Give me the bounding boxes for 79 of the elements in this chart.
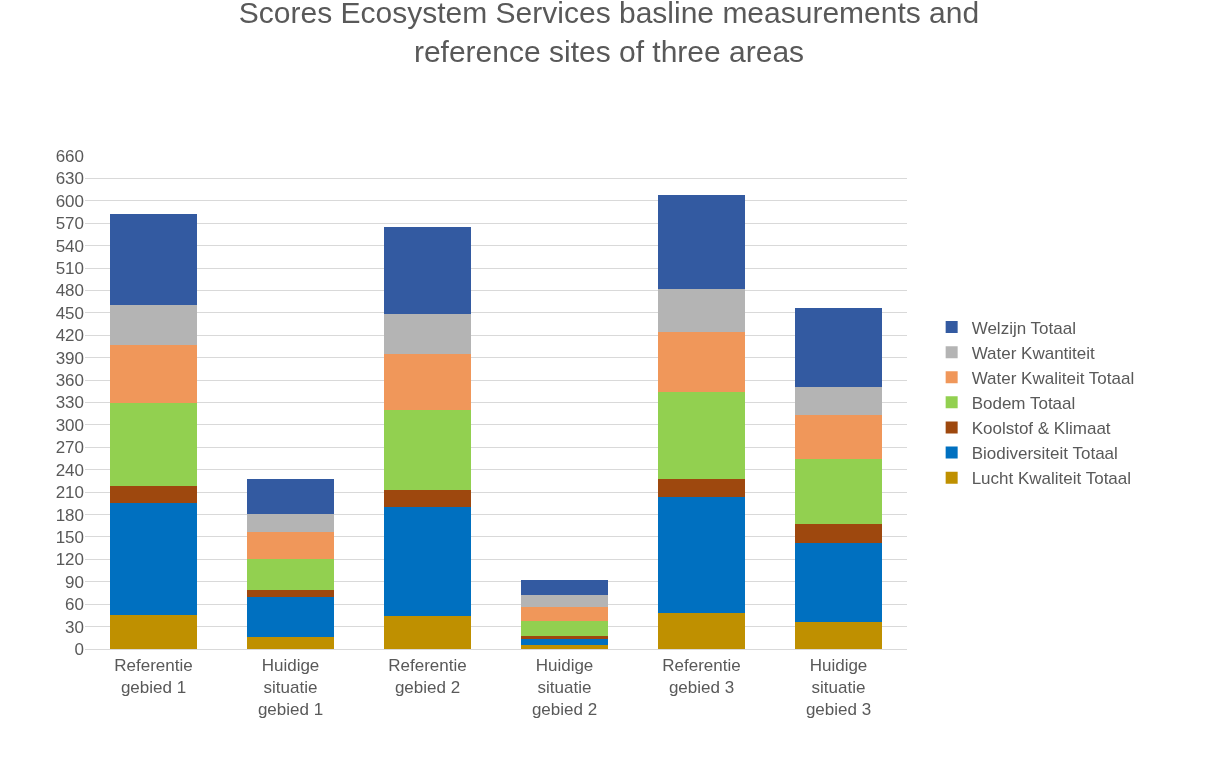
bar xyxy=(109,214,198,305)
y-tick-label: 360 xyxy=(55,371,84,391)
bar xyxy=(520,620,609,637)
bar xyxy=(794,415,883,459)
y-tick-label: 660 xyxy=(55,146,84,166)
y-tick-label: 630 xyxy=(55,169,84,189)
legend-label: Lucht Kwaliteit Totaal xyxy=(971,469,1132,489)
x-tick-label: Huidige situatie gebied 3 xyxy=(805,655,872,719)
bar xyxy=(109,503,198,616)
y-tick-label: 0 xyxy=(74,639,84,659)
bar xyxy=(383,489,472,508)
chart-title: Scores Ecosystem Services basline measurements and reference sites of three areas xyxy=(238,0,980,68)
bar xyxy=(246,479,335,514)
bar xyxy=(109,615,198,649)
y-tick-label: 570 xyxy=(55,214,84,234)
bar xyxy=(383,353,472,410)
y-tick-label: 480 xyxy=(55,281,84,301)
bar xyxy=(657,478,746,497)
x-tick-label: Huidige situatie gebied 2 xyxy=(531,655,598,719)
bar xyxy=(794,386,883,416)
bar xyxy=(383,226,472,315)
y-tick-label: 450 xyxy=(55,303,84,323)
bar xyxy=(794,622,883,649)
bar xyxy=(109,304,198,345)
bar xyxy=(520,595,609,608)
bar xyxy=(246,637,335,649)
bar xyxy=(383,507,472,617)
y-tick-label: 300 xyxy=(55,415,84,435)
bar xyxy=(794,458,883,525)
legend-label: Water Kwaliteit Totaal xyxy=(971,368,1135,388)
bar xyxy=(246,513,335,533)
bar xyxy=(520,579,609,596)
bar xyxy=(794,542,883,623)
bar xyxy=(109,403,198,487)
y-tick-label: 180 xyxy=(55,505,84,525)
y-tick-label: 390 xyxy=(55,348,84,368)
bar xyxy=(794,524,883,543)
x-tick-label: Referentie gebied 3 xyxy=(662,655,741,697)
y-tick-label: 600 xyxy=(55,191,84,211)
bar xyxy=(657,496,746,614)
bar xyxy=(383,616,472,649)
y-tick-label: 540 xyxy=(55,236,84,256)
y-tick-label: 330 xyxy=(55,393,84,413)
bar xyxy=(657,331,746,393)
bar xyxy=(520,607,609,621)
bar xyxy=(657,194,746,289)
bar xyxy=(246,596,335,638)
legend-label: Welzijn Totaal xyxy=(971,318,1076,338)
legend-label: Bodem Totaal xyxy=(971,393,1076,413)
bar xyxy=(246,558,335,590)
bar xyxy=(657,392,746,479)
y-tick-label: 240 xyxy=(55,460,84,480)
y-tick-label: 270 xyxy=(55,438,84,458)
bar xyxy=(520,639,609,646)
x-tick-label: Huidige situatie gebied 1 xyxy=(257,655,324,719)
y-tick-label: 210 xyxy=(55,483,84,503)
y-tick-label: 420 xyxy=(55,326,84,346)
x-tick-label: Referentie gebied 2 xyxy=(388,655,467,697)
bar xyxy=(109,486,198,504)
bar xyxy=(246,532,335,559)
legend-label: Water Kwantiteit xyxy=(971,343,1096,363)
y-tick-label: 510 xyxy=(55,259,84,278)
x-tick-label: Referentie gebied 1 xyxy=(114,655,193,697)
bar xyxy=(520,636,609,640)
legend-label: Biodiversiteit Totaal xyxy=(971,444,1118,464)
bar xyxy=(383,409,472,490)
bar xyxy=(520,645,609,649)
y-tick-label: 90 xyxy=(65,572,84,592)
bar xyxy=(109,344,198,404)
y-tick-label: 60 xyxy=(65,595,84,615)
bar xyxy=(657,613,746,649)
y-tick-label: 30 xyxy=(65,617,84,637)
bar xyxy=(794,307,883,387)
bar xyxy=(657,288,746,332)
y-tick-label: 120 xyxy=(55,550,84,570)
bar xyxy=(246,589,335,597)
bar xyxy=(383,314,472,354)
legend-label: Koolstof & Klimaat xyxy=(971,419,1111,439)
y-tick-label: 150 xyxy=(55,527,84,547)
